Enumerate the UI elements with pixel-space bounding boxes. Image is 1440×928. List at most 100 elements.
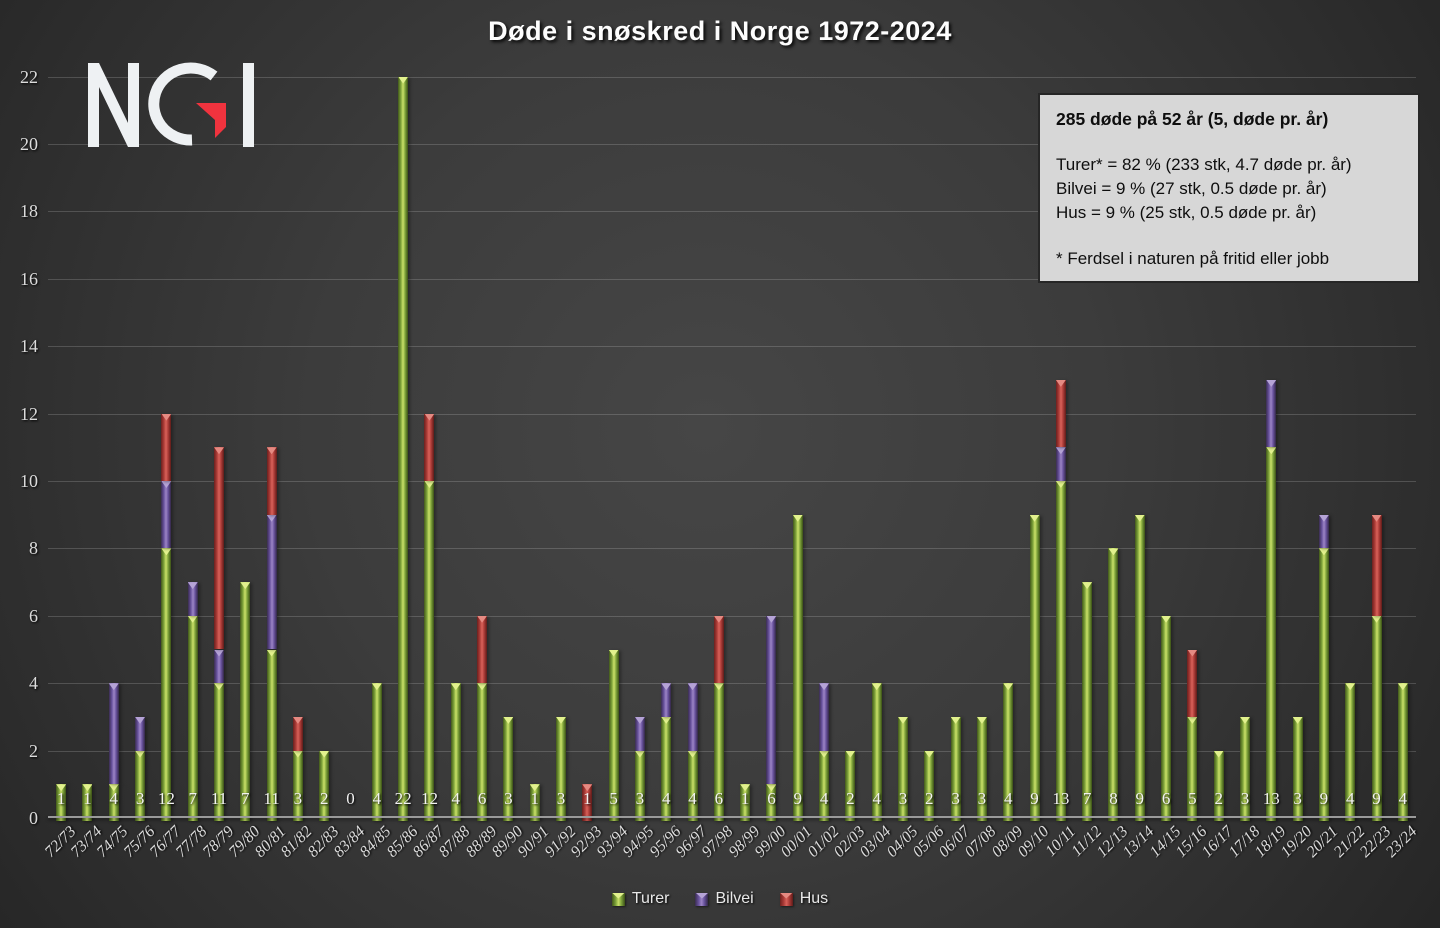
total-label: 1 — [56, 789, 66, 808]
total-label: 3 — [1293, 789, 1302, 808]
total-label: 9 — [1319, 789, 1329, 808]
y-tick-label: 18 — [20, 201, 38, 222]
bar-segment-hus-76/77 — [161, 413, 172, 481]
total-label: 12 — [157, 789, 175, 808]
summary-box: 285 døde på 52 år (5, døde pr. år) Turer… — [1038, 93, 1420, 283]
bar-segment-turer-77/78 — [187, 615, 198, 821]
logo-arrow-icon — [196, 103, 226, 138]
bar-segment-bilvei-96/97 — [687, 683, 698, 751]
bar-segment-turer-14/15 — [1161, 615, 1172, 821]
bar-segment-bilvei-94/95 — [634, 716, 645, 751]
bar-segment-turer-82/83 — [319, 750, 330, 821]
y-tick-label: 0 — [29, 808, 38, 828]
chart-title: Døde i snøskred i Norge 1972-2024 — [488, 16, 952, 46]
bar-segment-hus-88/89 — [477, 615, 488, 684]
bar-segment-turer-89/90 — [503, 716, 514, 821]
total-label: 7 — [241, 789, 250, 808]
total-label: 1 — [530, 789, 539, 808]
bar-segment-turer-19/20 — [1292, 716, 1303, 821]
y-tick-label: 14 — [20, 336, 38, 357]
bar-segment-turer-80/81 — [266, 649, 277, 821]
total-label: 4 — [109, 789, 119, 808]
logo-letter-i — [243, 63, 254, 147]
bar-segment-hus-81/82 — [292, 716, 303, 751]
total-label: 1 — [583, 789, 592, 808]
bar-segment-turer-93/94 — [608, 649, 619, 821]
total-label: 4 — [1345, 789, 1355, 808]
ngi-logo — [88, 62, 254, 147]
total-label: 4 — [372, 789, 382, 808]
gridline — [48, 615, 1416, 617]
bar-segment-hus-92/93 — [582, 784, 593, 821]
bar-segment-turer-72/73 — [56, 784, 67, 821]
bar-segment-bilvei-01/02 — [819, 683, 830, 751]
total-label: 1 — [83, 789, 92, 808]
total-label: 2 — [925, 789, 934, 808]
bar-segment-turer-17/18 — [1240, 716, 1250, 821]
total-label: 13 — [1052, 789, 1070, 808]
gridline — [48, 278, 1416, 280]
bar-segment-turer-21/22 — [1345, 683, 1356, 821]
bar-segment-turer-88/89 — [477, 683, 488, 821]
total-label: 5 — [609, 789, 618, 808]
legend-swatch-turer — [611, 892, 625, 906]
gridline — [48, 548, 1416, 550]
bar-segment-bilvei-77/78 — [187, 582, 198, 616]
legend-label-hus: Hus — [799, 890, 829, 907]
bar-segment-bilvei-99/00 — [766, 615, 777, 785]
summary-line-bilvei: Bilvei = 9 % (27 stk, 0.5 døde pr. år) — [1056, 179, 1327, 198]
bar-segment-turer-06/07 — [950, 716, 961, 821]
bar-segment-turer-02/03 — [845, 750, 856, 821]
y-tick-label: 8 — [29, 538, 38, 559]
total-label: 0 — [346, 789, 355, 808]
bar-segment-bilvei-18/19 — [1266, 379, 1277, 448]
bar-segment-turer-05/06 — [924, 750, 935, 821]
total-label: 8 — [1109, 789, 1118, 808]
bar-segment-turer-07/08 — [976, 716, 987, 821]
bar-segment-turer-74/75 — [108, 784, 119, 821]
total-label: 9 — [1030, 789, 1039, 808]
y-tick-label: 22 — [20, 66, 38, 87]
summary-line-hus: Hus = 9 % (25 stk, 0.5 døde pr. år) — [1056, 203, 1317, 222]
bar-segment-turer-03/04 — [871, 683, 882, 821]
total-label: 9 — [1372, 789, 1381, 808]
legend-label-bilvei: Bilvei — [715, 890, 754, 907]
chart-legend: Turer Bilvei Hus — [0, 890, 1440, 908]
total-label: 3 — [1240, 789, 1250, 808]
bar-segment-bilvei-75/76 — [135, 716, 146, 751]
gridline — [48, 211, 1416, 213]
bar-segment-hus-97/98 — [713, 615, 724, 684]
bar-segment-turer-16/17 — [1213, 750, 1224, 821]
bar-segment-turer-91/92 — [556, 716, 566, 821]
summary-line-turer: Turer* = 82 % (233 stk, 4.7 døde pr. år) — [1056, 155, 1352, 174]
bar-segment-turer-84/85 — [371, 683, 382, 821]
bar-segment-hus-86/87 — [424, 413, 435, 481]
gridline — [48, 76, 1416, 78]
y-tick-label: 10 — [20, 471, 38, 491]
bar-segment-turer-20/21 — [1318, 548, 1329, 821]
bar-segment-bilvei-80/81 — [266, 514, 277, 650]
total-label: 3 — [504, 789, 513, 808]
bar-segment-turer-96/97 — [687, 750, 698, 821]
gridline — [48, 750, 1416, 752]
bar-segment-turer-73/74 — [82, 784, 93, 821]
total-label: 13 — [1262, 789, 1280, 808]
legend-swatch-bilvei — [695, 892, 709, 906]
bar-segment-turer-04/05 — [898, 716, 908, 821]
bar-segment-hus-78/79 — [214, 447, 224, 650]
total-label: 3 — [135, 789, 145, 808]
bar-segment-bilvei-78/79 — [214, 649, 224, 684]
total-label: 3 — [977, 789, 987, 808]
gridline — [48, 346, 1416, 348]
bar-segment-turer-15/16 — [1187, 716, 1198, 821]
bar-segment-bilvei-10/11 — [1055, 447, 1066, 481]
x-axis-line — [48, 816, 1416, 818]
summary-footnote: * Ferdsel i naturen på fritid eller jobb — [1056, 249, 1330, 268]
bar-segment-hus-15/16 — [1187, 649, 1198, 717]
bar-segment-turer-97/98 — [713, 683, 724, 821]
bar-segment-turer-81/82 — [292, 750, 303, 821]
total-label: 7 — [188, 789, 197, 808]
bar-segment-turer-22/23 — [1371, 615, 1382, 821]
